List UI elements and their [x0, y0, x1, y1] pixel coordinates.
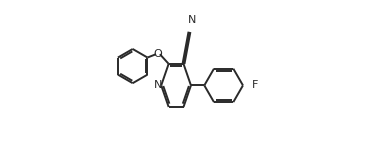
Text: F: F: [252, 80, 258, 90]
Text: N: N: [188, 15, 196, 25]
Text: N: N: [154, 80, 162, 90]
Text: O: O: [154, 49, 162, 59]
